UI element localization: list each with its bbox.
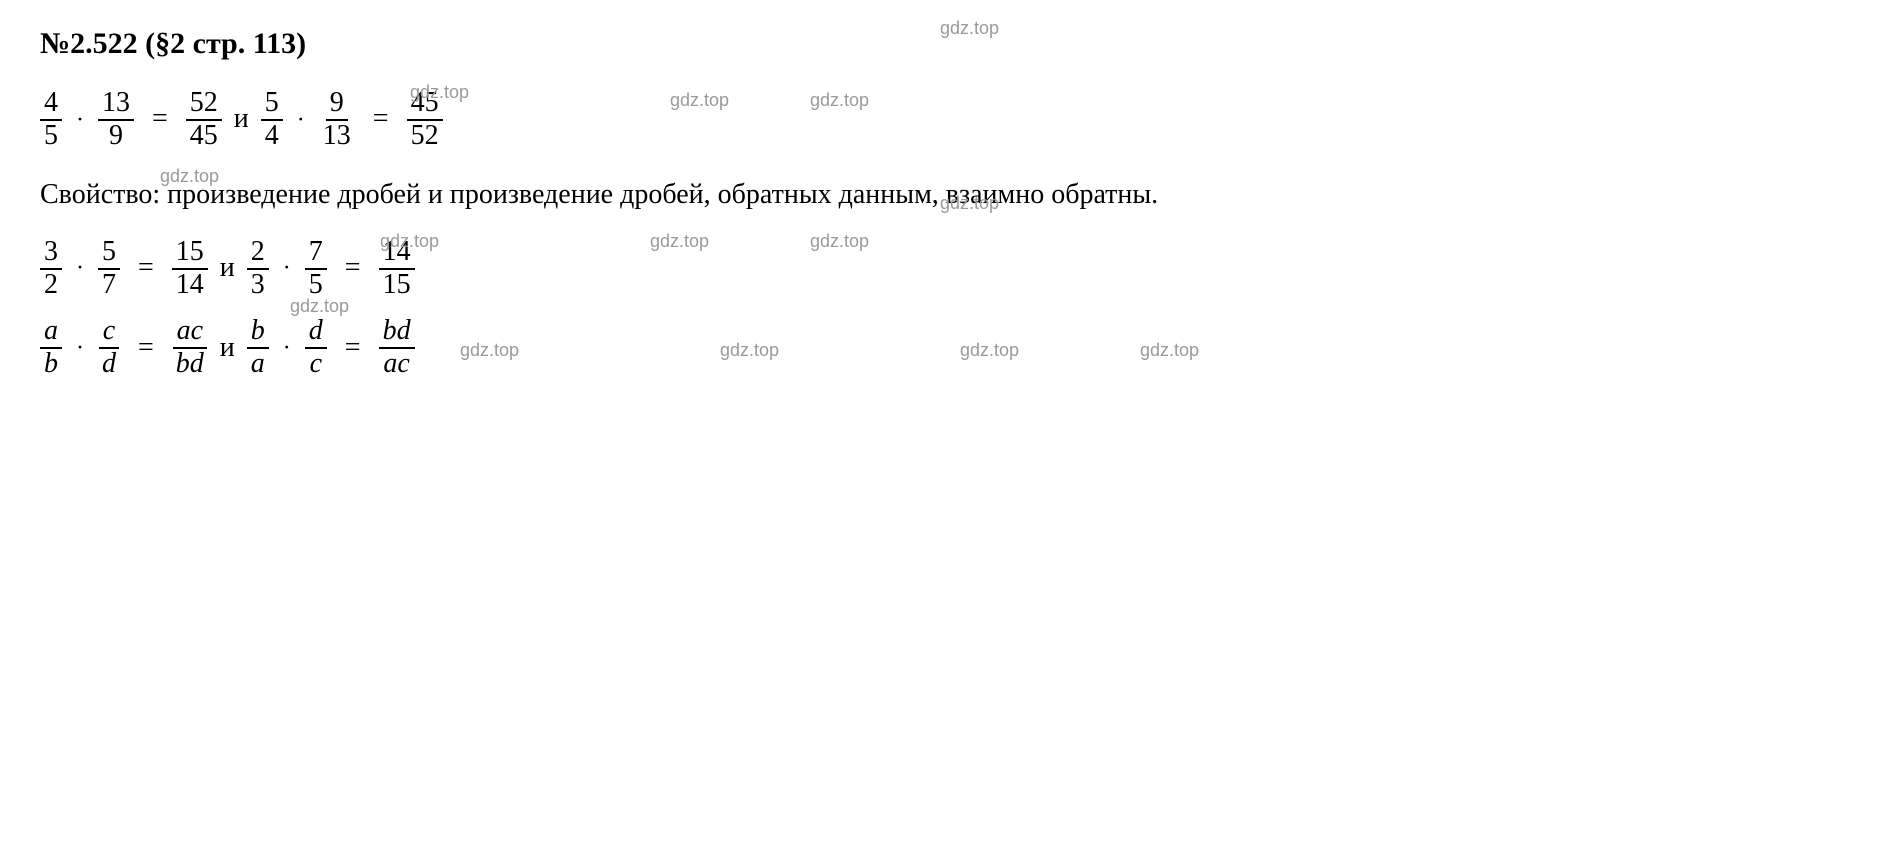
fraction: 7 5 (305, 237, 327, 301)
watermark: gdz.top (460, 336, 519, 365)
multiply-dot: · (76, 101, 84, 139)
watermark: gdz.top (720, 336, 779, 365)
watermark: gdz.top (380, 224, 439, 258)
numerator: 7 (305, 237, 327, 270)
equals: = (345, 326, 361, 371)
denominator: 14 (172, 270, 208, 301)
fraction: 2 3 (247, 237, 269, 301)
conjunction: и (220, 246, 235, 291)
denominator: 45 (186, 121, 222, 152)
denominator: 2 (40, 270, 62, 301)
fraction: 15 14 (172, 237, 208, 301)
numerator: bd (379, 316, 415, 349)
denominator: c (306, 349, 326, 380)
denominator: bd (172, 349, 208, 380)
numerator: b (247, 316, 269, 349)
numerator: c (99, 316, 119, 349)
equals: = (138, 326, 154, 371)
fraction: d c (305, 316, 327, 380)
denominator: 52 (407, 121, 443, 152)
denominator: 9 (105, 121, 127, 152)
denominator: 4 (261, 121, 283, 152)
numerator: 5 (98, 237, 120, 270)
denominator: 13 (319, 121, 355, 152)
fraction: 13 9 (98, 88, 134, 152)
denominator: 7 (98, 270, 120, 301)
multiply-dot: · (283, 249, 291, 287)
equation-line-1: 4 5 · 13 9 = 52 45 и 5 4 · 9 13 = 45 52 (40, 88, 1859, 152)
numerator: 9 (326, 88, 348, 121)
watermark: gdz.top (670, 86, 729, 115)
numerator: 5 (261, 88, 283, 121)
watermark: gdz.top (810, 224, 869, 258)
equation-line-3: a b · c d = ac bd и b a · d c = bd ac gd… (40, 316, 1859, 380)
property-text: Свойство: произведение дробей и произвед… (40, 168, 1859, 221)
equals: = (345, 246, 361, 291)
multiply-dot: · (283, 329, 291, 367)
fraction: 4 5 (40, 88, 62, 152)
fraction: 9 13 (319, 88, 355, 152)
watermark: gdz.top (810, 86, 869, 115)
fraction: b a (247, 316, 269, 380)
denominator: a (247, 349, 269, 380)
equation-line-2: 3 2 · 5 7 = 15 14 и 2 3 · 7 5 = 14 15 (40, 237, 1859, 301)
denominator: ac (379, 349, 413, 380)
equals: = (152, 97, 168, 142)
denominator: b (40, 349, 62, 380)
fraction: c d (98, 316, 120, 380)
watermark: gdz.top (410, 78, 469, 107)
denominator: 5 (40, 121, 62, 152)
numerator: d (305, 316, 327, 349)
numerator: 52 (186, 88, 222, 121)
multiply-dot: · (76, 329, 84, 367)
equals: = (373, 97, 389, 142)
watermark: gdz.top (940, 186, 999, 220)
equals: = (138, 246, 154, 291)
fraction: 5 4 (261, 88, 283, 152)
fraction: a b (40, 316, 62, 380)
multiply-dot: · (76, 249, 84, 287)
fraction: 3 2 (40, 237, 62, 301)
numerator: 13 (98, 88, 134, 121)
fraction: 52 45 (186, 88, 222, 152)
denominator: d (98, 349, 120, 380)
conjunction: и (220, 326, 235, 371)
watermark: gdz.top (940, 14, 999, 43)
denominator: 15 (379, 270, 415, 301)
watermark: gdz.top (960, 336, 1019, 365)
numerator: a (40, 316, 62, 349)
numerator: 2 (247, 237, 269, 270)
numerator: 15 (172, 237, 208, 270)
multiply-dot: · (297, 101, 305, 139)
watermark: gdz.top (1140, 336, 1199, 365)
numerator: ac (173, 316, 207, 349)
denominator: 3 (247, 270, 269, 301)
numerator: 3 (40, 237, 62, 270)
numerator: 4 (40, 88, 62, 121)
fraction: 5 7 (98, 237, 120, 301)
fraction: bd ac (379, 316, 415, 380)
conjunction: и (234, 97, 249, 142)
fraction: ac bd (172, 316, 208, 380)
watermark: gdz.top (650, 224, 709, 258)
